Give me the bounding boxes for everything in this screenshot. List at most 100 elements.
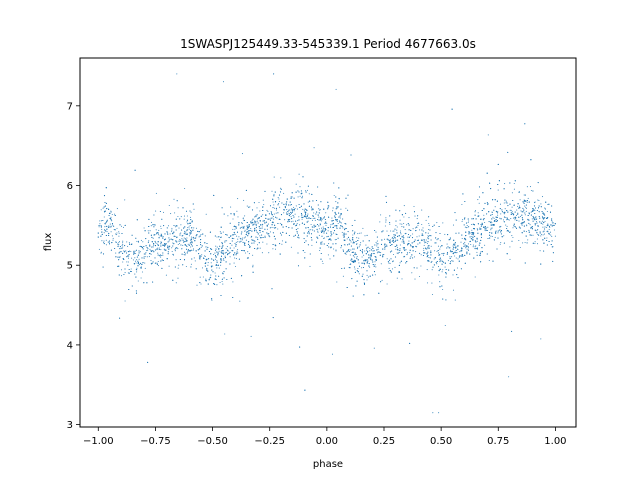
data-point	[172, 232, 174, 234]
data-point	[377, 251, 379, 253]
data-point	[178, 240, 180, 242]
data-point	[553, 224, 555, 226]
data-point	[234, 265, 237, 268]
data-point	[377, 246, 379, 248]
data-point	[374, 274, 376, 276]
data-point	[192, 203, 194, 205]
data-point	[401, 236, 403, 238]
data-point	[188, 226, 190, 228]
data-point	[259, 235, 261, 237]
data-point	[143, 227, 145, 229]
data-point	[464, 238, 466, 240]
data-point	[202, 233, 204, 235]
data-point	[323, 231, 325, 233]
data-point	[338, 216, 340, 218]
data-point	[295, 220, 297, 222]
data-point	[311, 208, 313, 210]
data-point	[442, 254, 445, 256]
data-point	[543, 221, 545, 223]
data-point	[227, 249, 229, 251]
data-point	[277, 197, 279, 199]
data-point	[408, 229, 410, 231]
data-point	[554, 235, 556, 237]
data-point	[184, 226, 186, 228]
data-point	[145, 245, 147, 247]
data-point	[354, 253, 356, 255]
data-point	[268, 213, 270, 215]
data-point	[354, 252, 356, 254]
data-point	[343, 236, 345, 238]
data-point	[471, 229, 473, 231]
data-point	[374, 244, 376, 246]
data-point	[525, 210, 527, 212]
data-point	[266, 224, 268, 226]
data-point	[321, 241, 323, 243]
data-point	[277, 204, 279, 206]
data-point	[391, 236, 394, 238]
data-point	[435, 232, 437, 234]
data-point	[339, 215, 341, 217]
data-point	[247, 251, 249, 253]
data-point	[147, 248, 149, 250]
data-point	[368, 254, 370, 256]
data-point	[437, 245, 440, 247]
data-point	[252, 254, 254, 256]
data-point	[344, 244, 346, 246]
data-point	[254, 229, 256, 231]
data-point	[299, 206, 301, 209]
data-point	[250, 220, 252, 223]
data-point	[129, 243, 131, 245]
data-point	[175, 282, 177, 284]
data-point	[413, 267, 415, 269]
data-point	[233, 262, 235, 264]
data-point	[111, 242, 113, 244]
data-point	[202, 276, 204, 278]
data-point	[476, 238, 478, 240]
data-point	[300, 190, 302, 192]
data-point	[136, 271, 138, 273]
data-point	[531, 226, 534, 228]
data-point	[546, 225, 548, 227]
data-point	[343, 234, 345, 236]
data-point	[101, 231, 103, 233]
data-point	[493, 224, 495, 226]
data-point	[220, 232, 222, 234]
data-point	[454, 242, 456, 244]
data-point	[425, 241, 427, 243]
data-point	[121, 244, 123, 246]
data-point	[494, 199, 496, 201]
data-point	[336, 225, 338, 227]
data-point	[244, 252, 247, 254]
data-point	[507, 218, 509, 221]
data-point	[537, 225, 539, 227]
data-point	[367, 251, 369, 253]
data-point	[339, 217, 341, 219]
data-point	[531, 228, 533, 230]
data-point	[302, 250, 304, 252]
data-point	[110, 216, 112, 218]
data-point	[164, 238, 167, 240]
data-point	[345, 197, 347, 199]
data-point	[394, 237, 396, 239]
data-point	[399, 232, 402, 234]
data-point	[549, 231, 552, 233]
data-point	[366, 234, 368, 236]
data-point	[432, 225, 434, 228]
data-point	[186, 230, 188, 232]
data-point	[136, 256, 138, 258]
data-point	[262, 220, 264, 222]
data-point	[232, 228, 234, 230]
data-point	[310, 217, 312, 220]
data-point	[172, 242, 174, 244]
data-point	[436, 250, 438, 253]
data-point	[452, 253, 454, 255]
data-point	[171, 247, 173, 249]
data-point	[331, 223, 333, 225]
data-point	[340, 225, 342, 227]
data-point	[205, 259, 207, 261]
data-point	[491, 222, 493, 224]
data-point	[115, 233, 117, 235]
data-point	[528, 222, 530, 224]
data-point	[184, 238, 186, 240]
data-point	[224, 241, 226, 243]
